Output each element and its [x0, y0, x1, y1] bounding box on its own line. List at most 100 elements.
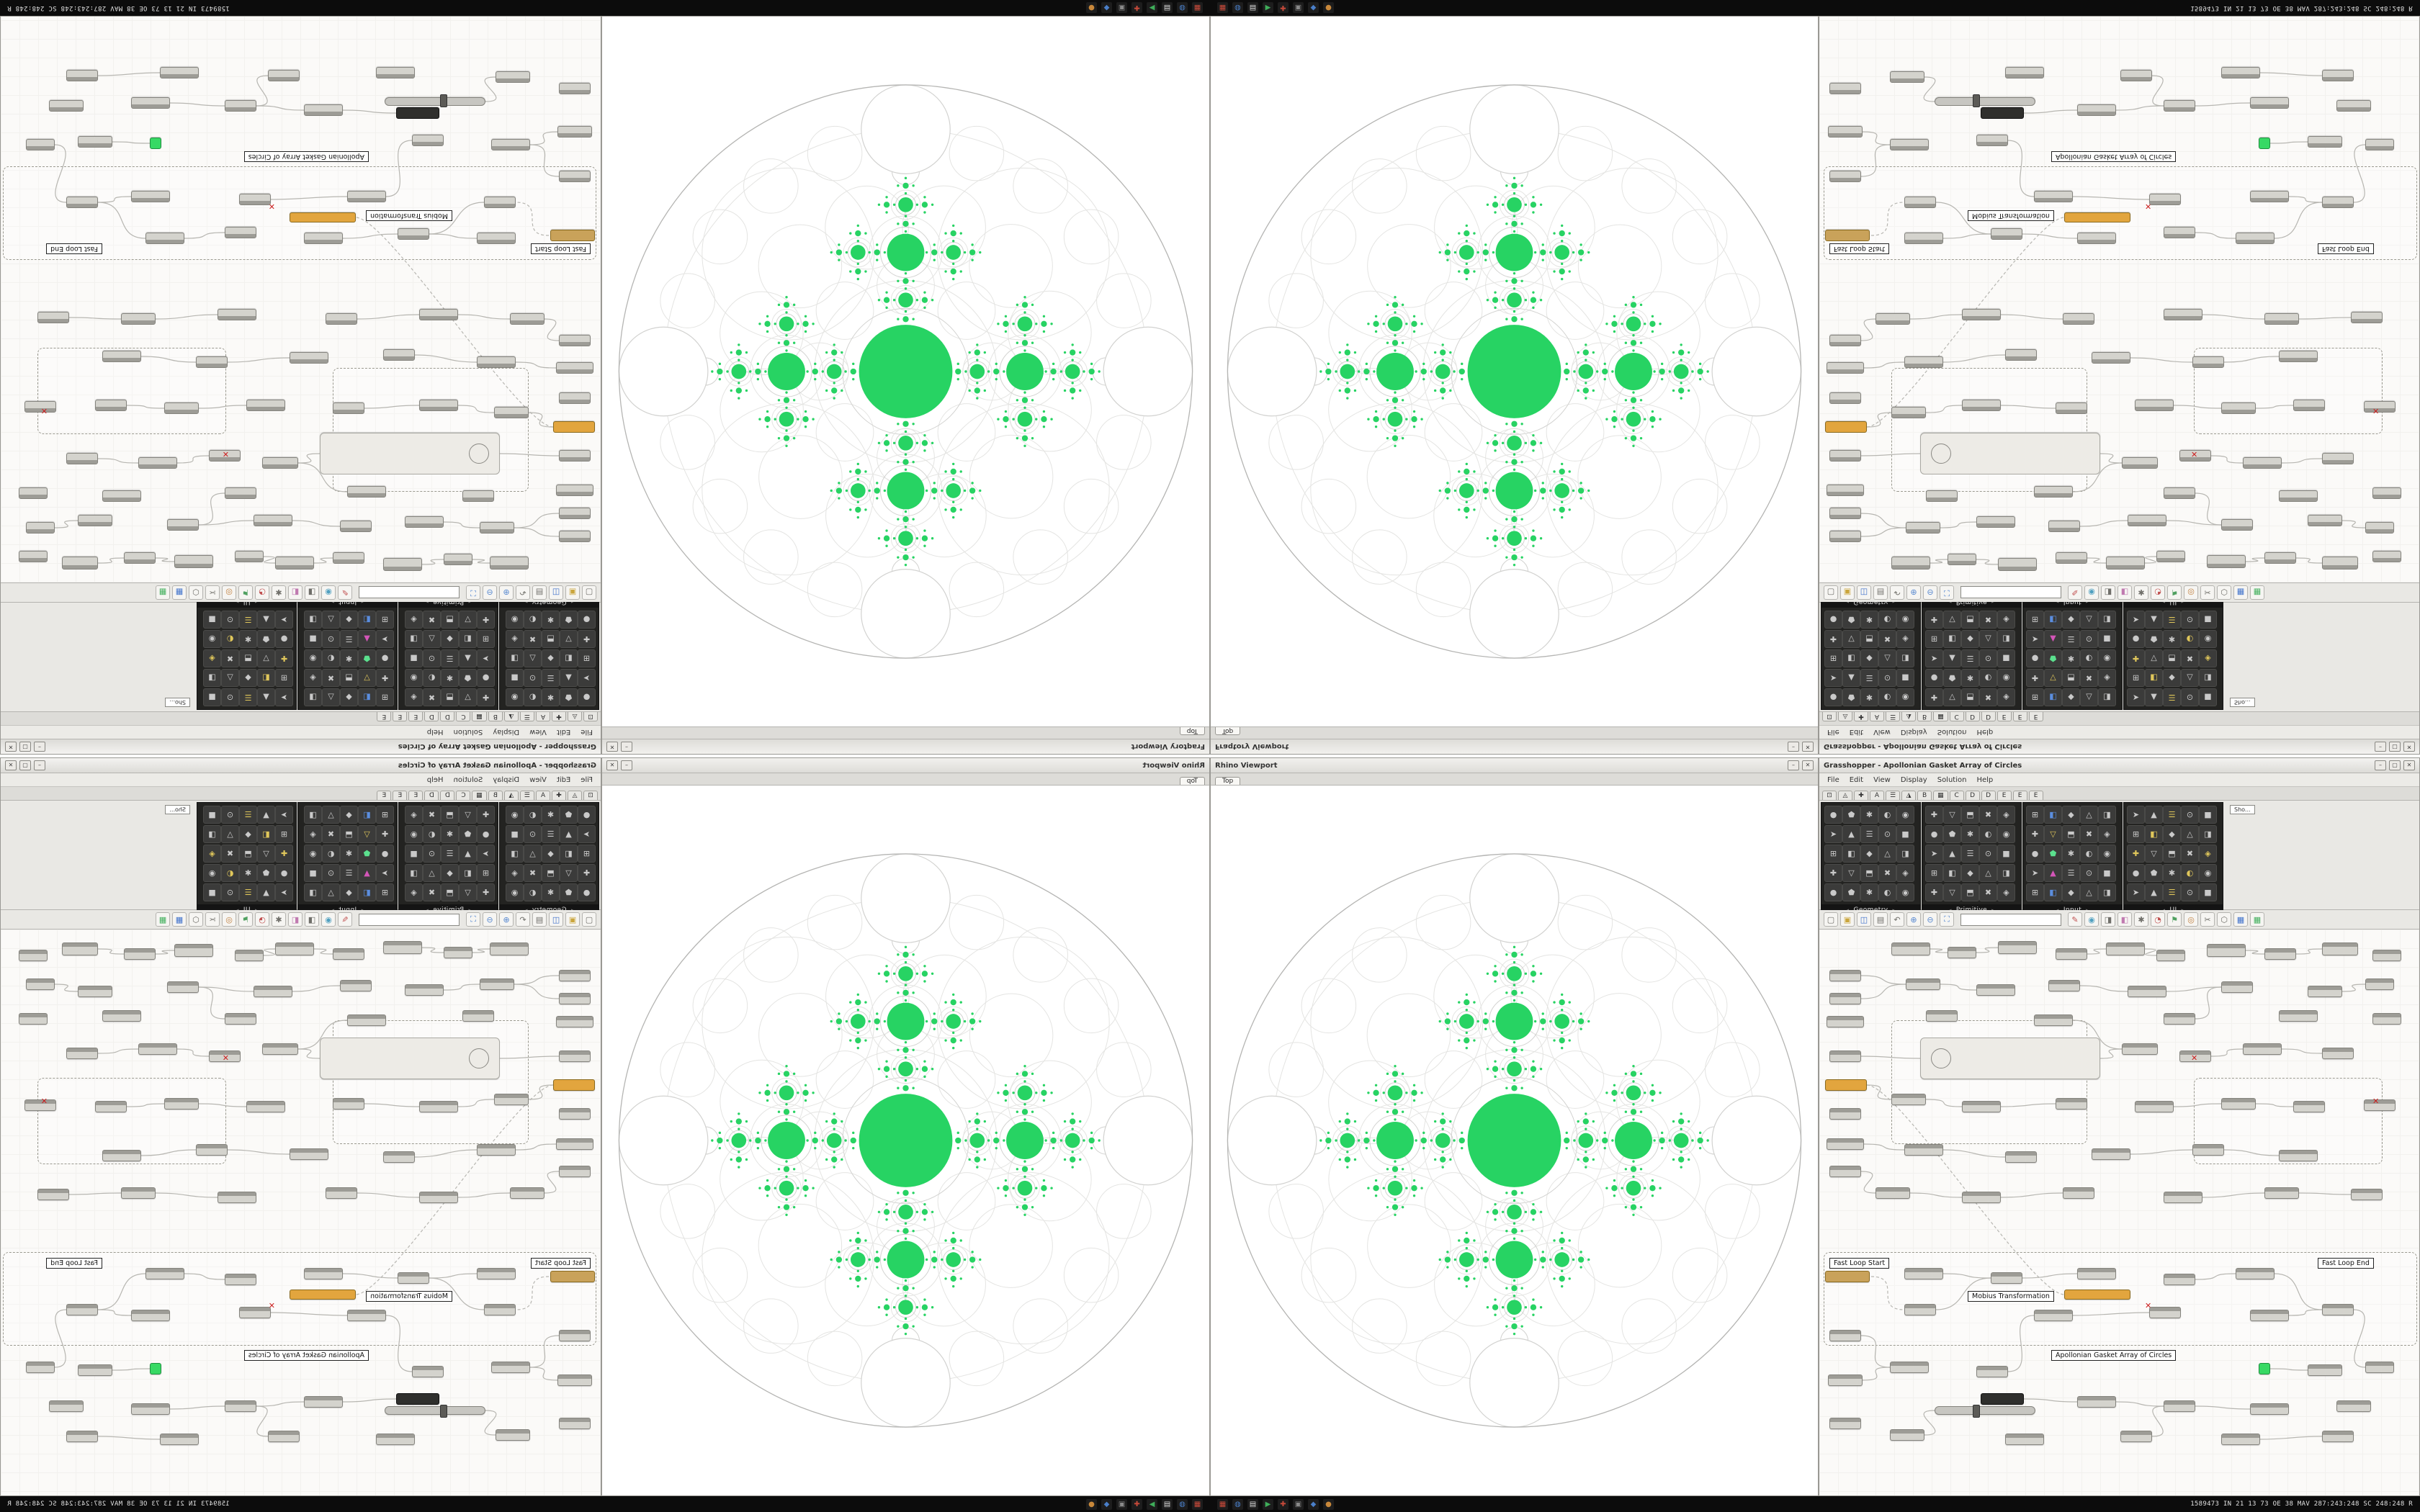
- component-icon[interactable]: △: [221, 669, 239, 687]
- new-doc-icon[interactable]: ▢: [1824, 585, 1838, 600]
- gh-node[interactable]: [131, 191, 170, 202]
- gh-node[interactable]: [225, 100, 256, 112]
- component-icon[interactable]: ●: [376, 649, 394, 667]
- gh-node[interactable]: [2336, 1400, 2371, 1412]
- component-icon[interactable]: ⬒: [239, 845, 257, 863]
- component-icon[interactable]: ⬒: [2062, 669, 2080, 687]
- gh-node[interactable]: [1906, 978, 1940, 990]
- gh-node[interactable]: [444, 554, 472, 565]
- component-icon[interactable]: ■: [2199, 883, 2217, 901]
- gh-node[interactable]: [304, 1396, 343, 1408]
- gh-node[interactable]: [2250, 191, 2289, 202]
- tray-chat-icon[interactable]: ✚: [1131, 2, 1142, 14]
- gh-node[interactable]: [2120, 70, 2152, 81]
- component-icon[interactable]: ☰: [542, 825, 560, 843]
- table-blue-icon[interactable]: ▦: [172, 585, 187, 600]
- gh-node[interactable]: [2106, 942, 2145, 955]
- component-icon[interactable]: ■: [1997, 649, 2015, 667]
- gh-node[interactable]: [268, 70, 300, 81]
- undo-icon[interactable]: ↶: [1890, 585, 1904, 600]
- menu-edit[interactable]: Edit: [1849, 775, 1864, 784]
- component-icon[interactable]: △: [1878, 649, 1896, 667]
- component-icon[interactable]: ➤: [578, 669, 596, 687]
- component-icon[interactable]: ✚: [1824, 864, 1842, 882]
- category-tab[interactable]: ☰: [1886, 712, 1901, 721]
- gh-node[interactable]: [333, 402, 364, 414]
- palette-overflow-button[interactable]: Sho...: [2230, 698, 2255, 707]
- component-icon[interactable]: ◈: [405, 883, 423, 901]
- component-icon[interactable]: ⊙: [2181, 611, 2199, 629]
- category-tab[interactable]: ✚: [1854, 791, 1868, 800]
- component-icon[interactable]: ◧: [1943, 630, 1961, 648]
- component-icon[interactable]: ⊞: [578, 649, 596, 667]
- component-icon[interactable]: ◆: [340, 883, 358, 901]
- gh-node[interactable]: [235, 950, 264, 961]
- component-icon[interactable]: ➤: [376, 864, 394, 882]
- component-icon[interactable]: ◆: [1860, 649, 1878, 667]
- cluster-icon[interactable]: ⬡: [189, 585, 203, 600]
- tray-mail-icon[interactable]: ◆: [1308, 2, 1319, 14]
- print-icon[interactable]: ▤: [532, 585, 547, 600]
- component-icon[interactable]: ▽: [257, 845, 275, 863]
- component-icon[interactable]: ■: [506, 825, 524, 843]
- component-icon[interactable]: ◐: [2080, 845, 2098, 863]
- component-icon[interactable]: ◆: [2062, 611, 2080, 629]
- component-icon[interactable]: ■: [2098, 864, 2116, 882]
- minimize-button[interactable]: –: [621, 760, 632, 770]
- gh-node[interactable]: [1829, 392, 1861, 404]
- gh-node[interactable]: [1981, 107, 2024, 119]
- zoom-fit-icon[interactable]: ⛶: [1940, 585, 1954, 600]
- component-icon[interactable]: ➤: [477, 649, 495, 667]
- gh-node[interactable]: [225, 227, 256, 238]
- component-icon[interactable]: ◈: [405, 611, 423, 629]
- gh-node[interactable]: [95, 400, 127, 411]
- gh-node[interactable]: [2164, 227, 2195, 238]
- maximize-button[interactable]: ▢: [19, 760, 31, 770]
- component-icon[interactable]: ✖: [221, 845, 239, 863]
- table-blue-icon[interactable]: ▦: [172, 912, 187, 927]
- close-button[interactable]: ✕: [2403, 742, 2415, 752]
- category-tab[interactable]: D: [1981, 712, 1996, 721]
- gh-node[interactable]: [1920, 433, 2100, 474]
- component-icon[interactable]: ✚: [477, 883, 495, 901]
- component-icon[interactable]: ▽: [459, 611, 477, 629]
- component-icon[interactable]: ●: [578, 806, 596, 824]
- component-icon[interactable]: ✖: [2181, 649, 2199, 667]
- component-icon[interactable]: ➤: [477, 845, 495, 863]
- tray-browser-icon[interactable]: ◍: [1177, 2, 1188, 14]
- component-icon[interactable]: ⬒: [340, 669, 358, 687]
- camera-icon[interactable]: ◨: [305, 585, 319, 600]
- gh-node[interactable]: [19, 1013, 48, 1025]
- component-icon[interactable]: ▲: [257, 688, 275, 706]
- gh-node[interactable]: [290, 1290, 356, 1300]
- print-icon[interactable]: ▤: [1873, 585, 1888, 600]
- viewport-tab-top[interactable]: Top: [1179, 727, 1205, 735]
- gh-node[interactable]: [2322, 197, 2354, 208]
- gh-node[interactable]: [19, 487, 48, 499]
- component-icon[interactable]: ⬟: [560, 883, 578, 901]
- component-icon[interactable]: ●: [376, 845, 394, 863]
- gh-node[interactable]: [559, 392, 591, 404]
- component-icon[interactable]: ⊞: [1824, 845, 1842, 863]
- component-icon[interactable]: ✚: [1925, 806, 1943, 824]
- component-icon[interactable]: ✱: [441, 669, 459, 687]
- new-doc-icon[interactable]: ▢: [582, 585, 596, 600]
- component-icon[interactable]: ☰: [542, 669, 560, 687]
- component-icon[interactable]: ◨: [1896, 845, 1914, 863]
- gh-node[interactable]: [2279, 1010, 2318, 1022]
- gh-node[interactable]: [2164, 1013, 2195, 1025]
- gh-node[interactable]: [304, 104, 343, 116]
- component-icon[interactable]: ◧: [1943, 864, 1961, 882]
- gh-node[interactable]: [1829, 335, 1861, 346]
- table-green-icon[interactable]: ▦: [156, 585, 170, 600]
- tray-grid-icon[interactable]: ▦: [1217, 1498, 1228, 1510]
- gh-node[interactable]: [347, 1310, 386, 1321]
- gh-node[interactable]: [396, 107, 439, 119]
- tray-term-icon[interactable]: ▣: [1293, 1498, 1304, 1510]
- gh-node[interactable]: [2192, 356, 2224, 368]
- eye-icon[interactable]: ◉: [2084, 912, 2099, 927]
- gh-node[interactable]: [239, 1307, 271, 1318]
- component-icon[interactable]: ◆: [2062, 688, 2080, 706]
- component-icon[interactable]: ☰: [2062, 630, 2080, 648]
- category-tab[interactable]: E: [2028, 791, 2043, 800]
